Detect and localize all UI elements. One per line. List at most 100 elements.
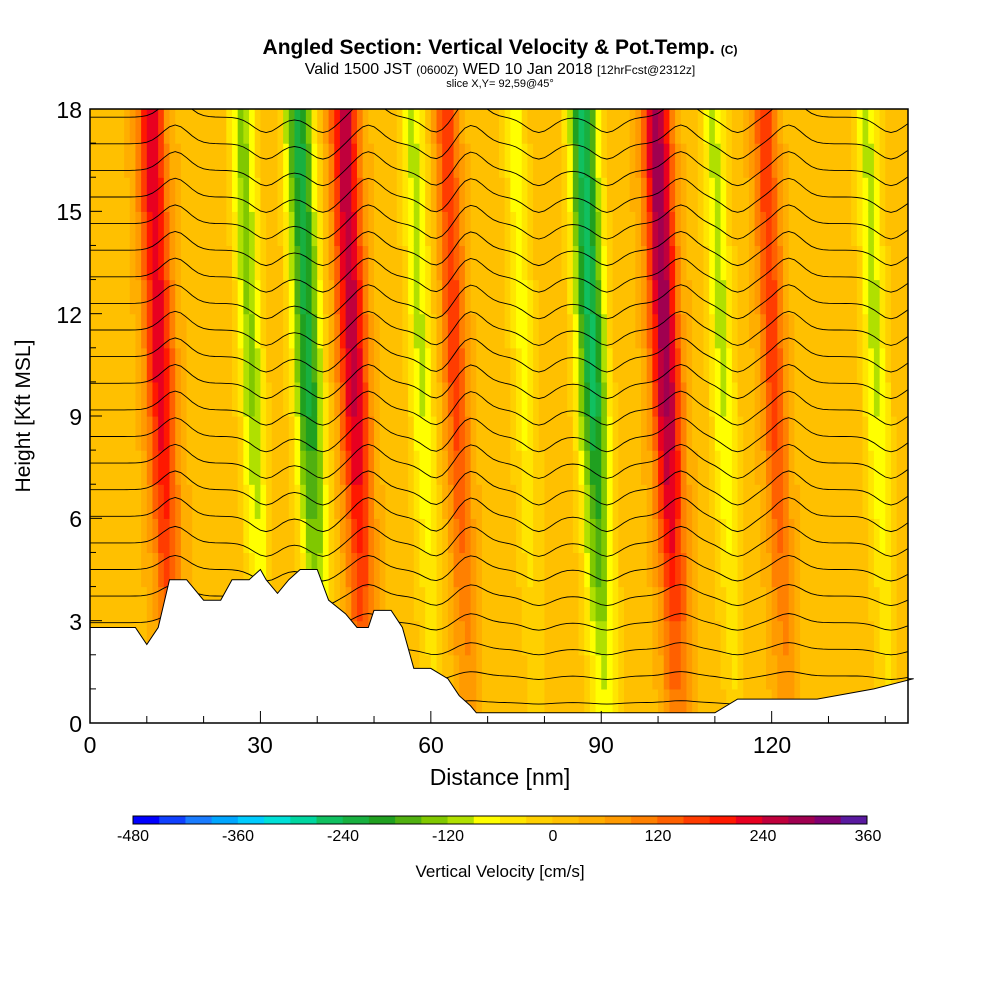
velocity-cell bbox=[856, 177, 864, 212]
velocity-cell bbox=[135, 211, 142, 247]
velocity-cell bbox=[578, 552, 585, 588]
velocity-cell bbox=[271, 177, 279, 212]
velocity-cell bbox=[141, 450, 148, 485]
velocity-cell bbox=[555, 313, 563, 349]
velocity-cell bbox=[527, 109, 534, 144]
velocity-cell bbox=[243, 518, 250, 554]
velocity-cell bbox=[726, 177, 733, 212]
velocity-cell bbox=[527, 416, 534, 451]
velocity-cell bbox=[533, 518, 540, 554]
velocity-cell bbox=[197, 552, 205, 588]
velocity-cell bbox=[822, 381, 830, 417]
velocity-cell bbox=[879, 347, 886, 383]
velocity-cell bbox=[709, 143, 716, 178]
velocity-cell bbox=[567, 484, 574, 519]
velocity-cell bbox=[635, 381, 642, 417]
velocity-cell bbox=[783, 211, 790, 247]
velocity-cell bbox=[686, 279, 693, 315]
velocity-cell bbox=[226, 347, 233, 383]
velocity-cell bbox=[612, 620, 619, 656]
velocity-cell bbox=[516, 518, 523, 554]
velocity-cell bbox=[720, 143, 727, 178]
velocity-cell bbox=[726, 313, 733, 349]
velocity-cell bbox=[692, 109, 699, 144]
velocity-cell bbox=[226, 109, 233, 144]
velocity-cell bbox=[555, 416, 563, 451]
velocity-cell bbox=[584, 518, 591, 554]
velocity-cell bbox=[618, 518, 625, 554]
velocity-cell bbox=[493, 484, 500, 519]
velocity-cell bbox=[731, 177, 739, 212]
velocity-cell bbox=[629, 688, 636, 723]
velocity-cell bbox=[885, 347, 892, 383]
velocity-cell bbox=[680, 177, 688, 212]
velocity-cell bbox=[765, 416, 773, 451]
velocity-cell bbox=[203, 109, 210, 144]
velocity-cell bbox=[95, 177, 102, 212]
velocity-cell bbox=[481, 381, 489, 417]
velocity-cell bbox=[856, 620, 864, 656]
velocity-cell bbox=[413, 620, 421, 656]
velocity-cell bbox=[754, 484, 761, 519]
velocity-cell bbox=[345, 211, 352, 247]
velocity-cell bbox=[197, 347, 205, 383]
velocity-cell bbox=[141, 347, 148, 383]
velocity-cell bbox=[618, 552, 625, 588]
velocity-cell bbox=[703, 586, 710, 622]
velocity-cell bbox=[538, 347, 546, 383]
velocity-cell bbox=[470, 279, 477, 315]
velocity-cell bbox=[618, 620, 625, 656]
velocity-cell bbox=[902, 381, 908, 417]
velocity-cell bbox=[902, 450, 908, 485]
velocity-cell bbox=[890, 381, 898, 417]
velocity-cell bbox=[192, 143, 199, 178]
velocity-cell bbox=[578, 518, 585, 554]
velocity-cell bbox=[516, 143, 523, 178]
velocity-cell bbox=[612, 688, 619, 723]
velocity-cell bbox=[516, 586, 523, 622]
velocity-cell bbox=[606, 347, 614, 383]
velocity-cell bbox=[317, 552, 324, 588]
velocity-cell bbox=[101, 484, 108, 519]
velocity-cell bbox=[885, 211, 892, 247]
velocity-cell bbox=[169, 245, 176, 281]
velocity-cell bbox=[783, 620, 790, 656]
velocity-cell bbox=[680, 688, 688, 723]
velocity-cell bbox=[868, 109, 875, 144]
velocity-cell bbox=[851, 177, 858, 212]
velocity-cell bbox=[362, 177, 369, 212]
velocity-cell bbox=[578, 279, 585, 315]
velocity-cell bbox=[788, 518, 795, 554]
velocity-cell bbox=[430, 177, 438, 212]
velocity-cell bbox=[203, 143, 210, 178]
velocity-cell bbox=[396, 347, 404, 383]
velocity-cell bbox=[322, 143, 330, 178]
velocity-cell bbox=[476, 586, 483, 622]
velocity-cell bbox=[629, 518, 636, 554]
velocity-cell bbox=[760, 654, 767, 690]
velocity-cell bbox=[612, 177, 619, 212]
velocity-cell bbox=[220, 381, 227, 417]
velocity-cell bbox=[499, 450, 506, 485]
velocity-cell bbox=[408, 450, 415, 485]
velocity-cell bbox=[271, 518, 279, 554]
velocity-cell bbox=[158, 177, 165, 212]
velocity-cell bbox=[266, 245, 273, 281]
velocity-cell bbox=[368, 177, 375, 212]
velocity-cell bbox=[726, 211, 733, 247]
velocity-cell bbox=[487, 109, 494, 144]
velocity-cell bbox=[430, 347, 438, 383]
velocity-cell bbox=[589, 381, 597, 417]
velocity-cell bbox=[680, 143, 688, 178]
velocity-cell bbox=[879, 620, 886, 656]
velocity-cell bbox=[339, 279, 347, 315]
velocity-cell bbox=[601, 177, 608, 212]
velocity-cell bbox=[90, 177, 97, 212]
velocity-cell bbox=[277, 245, 284, 281]
velocity-cell bbox=[345, 177, 352, 212]
velocity-cell bbox=[584, 177, 591, 212]
velocity-cell bbox=[481, 416, 489, 451]
velocity-cell bbox=[345, 381, 352, 417]
velocity-cell bbox=[163, 416, 171, 451]
velocity-cell bbox=[538, 177, 546, 212]
